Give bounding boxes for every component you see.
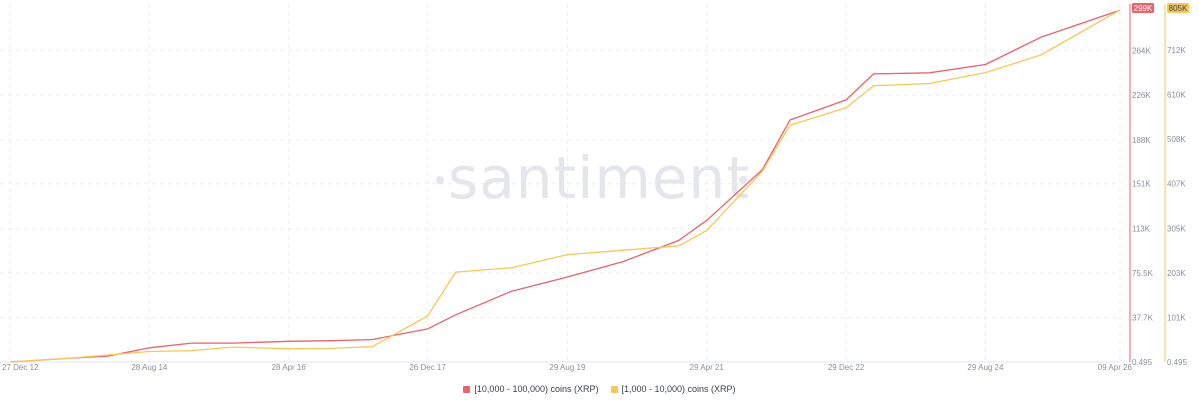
x-tick-label: 27 Dec 12 — [2, 363, 39, 372]
legend-item-0[interactable]: [10,000 - 100,000) coins (XRP) — [463, 384, 599, 394]
legend-item-1[interactable]: [1,000 - 10,000) coins (XRP) — [610, 384, 736, 394]
value-badge-text: 299K — [1134, 4, 1153, 13]
tick-labels: 27 Dec 12 28 Aug 14 28 Apr 16 26 Dec 17 29 A… — [2, 46, 1188, 372]
series-line-1 — [9, 9, 1121, 363]
series-line-0 — [9, 9, 1121, 363]
value-badge-text: 805K — [1169, 4, 1188, 13]
y-tick-label: 610K — [1167, 91, 1186, 100]
axes — [0, 4, 1166, 363]
y-tick-label: 188K — [1132, 136, 1151, 145]
x-tick-label: 28 Aug 14 — [131, 363, 168, 372]
y-tick-label: 113K — [1132, 225, 1151, 234]
x-tick-label: 29 Aug 24 — [967, 363, 1004, 372]
legend-label: [1,000 - 10,000) coins (XRP) — [621, 384, 736, 394]
x-tick-label: 09 Apr 26 — [1098, 363, 1133, 372]
y-tick-label: 101K — [1167, 314, 1186, 323]
chart: santiment 27 Dec 12 28 Aug 14 28 Apr 16 26 … — [0, 3, 1189, 372]
legend-label: [10,000 - 100,000) coins (XRP) — [474, 384, 599, 394]
y-tick-label: 151K — [1132, 180, 1151, 189]
y-tick-label: 75.5K — [1132, 269, 1154, 278]
series-lines — [9, 9, 1121, 363]
y-tick-label: 226K — [1132, 91, 1151, 100]
x-tick-label: 29 Dec 22 — [828, 363, 865, 372]
y-tick-label: 0.495 — [1132, 358, 1153, 367]
legend: [10,000 - 100,000) coins (XRP) [1,000 - 1… — [0, 384, 1199, 395]
watermark: santiment — [436, 144, 750, 212]
grid — [0, 4, 1121, 363]
legend-swatch — [463, 385, 471, 393]
y-tick-label: 264K — [1132, 46, 1151, 55]
y-tick-label: 508K — [1167, 135, 1186, 144]
x-tick-label: 29 Apr 21 — [690, 363, 725, 372]
y-tick-label: 305K — [1167, 224, 1186, 233]
y-tick-label: 407K — [1167, 180, 1186, 189]
value-badges: 299K 805K — [1132, 3, 1189, 13]
value-badge — [1167, 3, 1189, 13]
x-tick-label: 28 Apr 16 — [272, 363, 307, 372]
watermark-text: santiment — [448, 144, 750, 212]
y-tick-label: 712K — [1167, 46, 1186, 55]
y-tick-label: 203K — [1167, 269, 1186, 278]
legend-swatch — [610, 385, 618, 393]
x-tick-label: 29 Aug 19 — [549, 363, 586, 372]
value-badge — [1132, 3, 1154, 13]
x-tick-label: 26 Dec 17 — [409, 363, 446, 372]
y-tick-label: 37.7K — [1132, 313, 1154, 322]
y-tick-label: 0.495 — [1167, 358, 1188, 367]
